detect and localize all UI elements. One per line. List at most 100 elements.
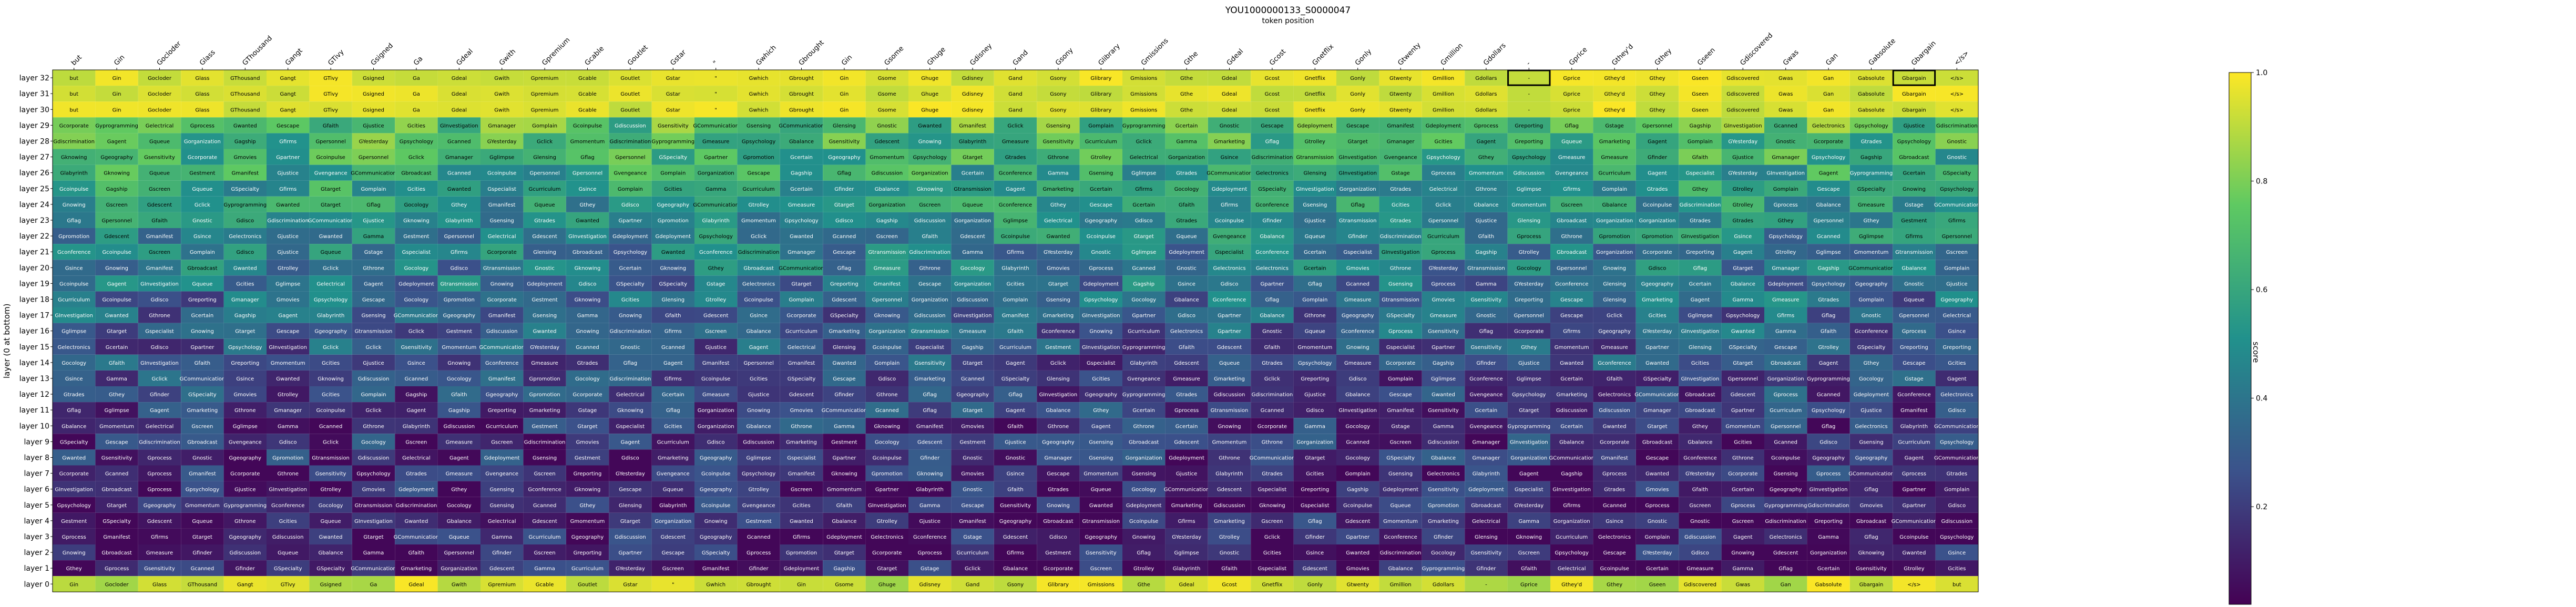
cell-token-label: Gwanted — [62, 455, 86, 461]
cell-token-label: Gpartner — [1902, 487, 1926, 493]
heatmap-cell — [95, 180, 138, 197]
heatmap-cell — [1079, 149, 1122, 165]
cell-token-label: Gpremium — [488, 582, 516, 588]
heatmap-cell — [437, 86, 481, 102]
cell-token-label: Gocology — [1345, 455, 1370, 461]
cell-token-label: Glensing — [1303, 171, 1326, 177]
cell-token-label: Gsince — [407, 361, 425, 366]
cell-token-label: GTivy — [323, 107, 338, 113]
cell-token-label: Gspecialist — [1258, 566, 1287, 572]
x-tick-label: Gan — [1824, 52, 1839, 67]
heatmap-cell — [53, 180, 96, 197]
cell-token-label: GSpecialty — [60, 439, 88, 445]
heatmap-cell — [1336, 164, 1379, 181]
cell-token-label: GInvestigation — [954, 313, 992, 319]
cell-token-label: Gcurriculum — [571, 566, 604, 572]
x-tick-label: Gpremium — [540, 36, 571, 67]
heatmap-cell — [1550, 101, 1593, 118]
y-tick-label: layer 29 — [19, 121, 49, 130]
cell-token-label: GInvestigation — [1810, 487, 1848, 493]
cell-token-label: Ga — [370, 582, 377, 588]
cell-token-label: Gsensing — [490, 487, 514, 493]
cell-token-label: Gtrolley — [748, 487, 769, 493]
cell-token-label: Gmissions — [1130, 107, 1157, 113]
heatmap-cell — [1764, 164, 1807, 181]
cell-token-label: Gdescent — [960, 234, 985, 240]
cell-token-label: Gdiscussion — [1684, 534, 1716, 540]
x-tick-label: Ga — [412, 55, 424, 67]
heatmap-cell — [95, 164, 138, 181]
heatmap-cell — [908, 164, 952, 181]
cell-token-label: Gomplain — [1645, 534, 1670, 540]
cell-token-label: Gelectronics — [229, 234, 261, 240]
cell-token-label: Gcorporate — [487, 297, 517, 303]
cell-token-label: Gomplain — [361, 392, 386, 398]
y-tick-label: layer 14 — [19, 359, 49, 367]
cell-token-label: Gclick — [195, 202, 210, 208]
cell-token-label: Gglimpse — [1816, 250, 1841, 255]
cell-token-label: Gconference — [57, 250, 90, 255]
cell-token-label: Gdiscussion — [957, 297, 988, 303]
cell-token-label: Gjustice — [1304, 392, 1325, 398]
cell-token-label: Gtarget — [192, 534, 212, 540]
cell-token-label: Gclick — [365, 345, 381, 351]
cell-token-label: Gstage — [1605, 123, 1624, 129]
heatmap-cell — [1721, 101, 1764, 118]
cell-token-label: Gspecialist — [616, 424, 645, 429]
cell-token-label: Gwanted — [576, 218, 599, 224]
cell-token-label: Gmarketing — [658, 455, 689, 461]
cell-token-label: Gcoinpulse — [102, 297, 131, 303]
cell-token-label: Gscreen — [491, 439, 513, 445]
x-tick-label: Gsome — [883, 45, 906, 67]
cell-token-label: Gfaith — [451, 392, 467, 398]
cell-token-label: Gelectrical — [402, 455, 431, 461]
cell-token-label: Gnowing — [918, 139, 942, 145]
cell-token-label: Gscreen — [705, 329, 727, 335]
heatmap-cell — [951, 101, 994, 118]
cell-token-label: Gtransmission — [483, 265, 521, 271]
cell-token-label: Greporting — [1301, 376, 1329, 382]
cell-token-label: Gcoinpulse — [1215, 218, 1244, 224]
cell-token-label: Gdisco — [236, 250, 254, 255]
cell-token-label: Gdisney — [962, 91, 984, 97]
cell-token-label: Gmovies — [1646, 487, 1669, 493]
cell-token-label: Gprocess — [1517, 234, 1541, 240]
heatmap-cell — [609, 86, 652, 102]
cell-token-label: Gwanted — [404, 519, 428, 524]
cell-token-label: Goutlet — [620, 107, 640, 113]
heatmap-cell — [994, 149, 1037, 165]
heatmap-cell — [1764, 133, 1807, 149]
cell-token-label: - — [1528, 76, 1530, 81]
heatmap-cell — [1635, 117, 1679, 133]
cell-token-label: Gscreen — [919, 202, 941, 208]
cell-token-label: Gestment — [746, 519, 772, 524]
cell-token-label: Gdescent — [1174, 439, 1199, 445]
cell-token-label: Gscreen — [1518, 550, 1540, 556]
heatmap-cell — [95, 133, 138, 149]
cell-token-label: Gabsolute — [1858, 76, 1885, 81]
cell-token-label: Gclick — [1007, 123, 1023, 129]
cell-token-label: Gocology — [1859, 376, 1884, 382]
heatmap-cell — [737, 86, 780, 102]
cell-token-label: Gyprogramming — [95, 123, 138, 129]
cell-token-label: Gprocess — [62, 534, 86, 540]
y-tick-label: layer 4 — [24, 517, 50, 526]
cell-token-label: Gknowing — [403, 218, 430, 224]
cell-token-label: Gmarketing — [401, 566, 432, 572]
cell-token-label: Gmeasure — [1772, 297, 1799, 303]
cell-token-label: Gthey — [1863, 361, 1879, 366]
cell-token-label: GCommunication — [180, 376, 226, 382]
cell-token-label: Gagent — [1648, 139, 1667, 145]
cell-token-label: Gsensing — [1089, 171, 1113, 177]
cell-token-label: Gtransmission — [1382, 297, 1419, 303]
cell-token-label: Gwanted — [533, 329, 557, 335]
y-tick-label: layer 12 — [19, 390, 49, 399]
cell-token-label: Gfinder — [192, 550, 212, 556]
cell-token-label: Gescape — [105, 439, 128, 445]
cell-token-label: Gmomentum — [1212, 439, 1247, 445]
cell-token-label: Gcities — [279, 519, 297, 524]
cell-token-label: Gsensing — [1089, 439, 1113, 445]
heatmap-cell — [1079, 164, 1122, 181]
cell-token-label: Gmarketing — [1214, 376, 1245, 382]
cell-token-label: Gglimpse — [1517, 376, 1541, 382]
